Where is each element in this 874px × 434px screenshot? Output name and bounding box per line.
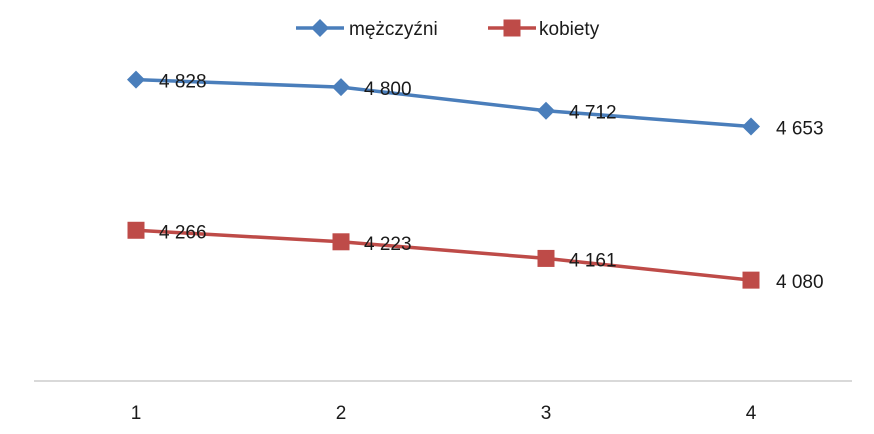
data-label: 4 800 [364,79,412,100]
legend-item: kobiety [488,19,600,40]
legend-label: mężczyźni [349,19,438,40]
series-line [135,77,752,129]
data-point [742,271,760,289]
data-label: 4 223 [364,234,412,255]
legend-label: kobiety [539,19,600,40]
series-line [135,228,752,282]
data-point [127,221,145,239]
data-point [332,78,350,97]
legend-marker [503,19,521,37]
data-point [537,249,555,267]
x-tick-label: 1 [131,403,142,424]
data-point [537,101,555,120]
x-axis: 1 2 3 4 [34,380,852,424]
x-tick-label: 3 [541,403,552,424]
legend-marker [311,19,329,37]
data-label: 4 828 [159,72,207,93]
data-point [127,70,145,89]
plot-area: 4 828 4 800 4 712 4 653 4 266 4 223 4 161 4 080 [127,70,824,293]
series-women: 4 266 4 223 4 161 4 080 [127,221,824,293]
legend: mężczyźni kobiety [296,19,600,40]
data-label: 4 712 [569,103,617,124]
legend-item: mężczyźni [296,19,438,40]
x-tick-label: 4 [746,403,757,424]
series-men: 4 828 4 800 4 712 4 653 [127,70,824,140]
x-tick-label: 2 [336,403,347,424]
data-label: 4 266 [159,222,207,243]
data-label: 4 653 [776,119,824,140]
data-label: 4 080 [776,272,824,293]
data-label: 4 161 [569,250,617,271]
data-point [742,117,760,136]
data-point [332,233,350,251]
